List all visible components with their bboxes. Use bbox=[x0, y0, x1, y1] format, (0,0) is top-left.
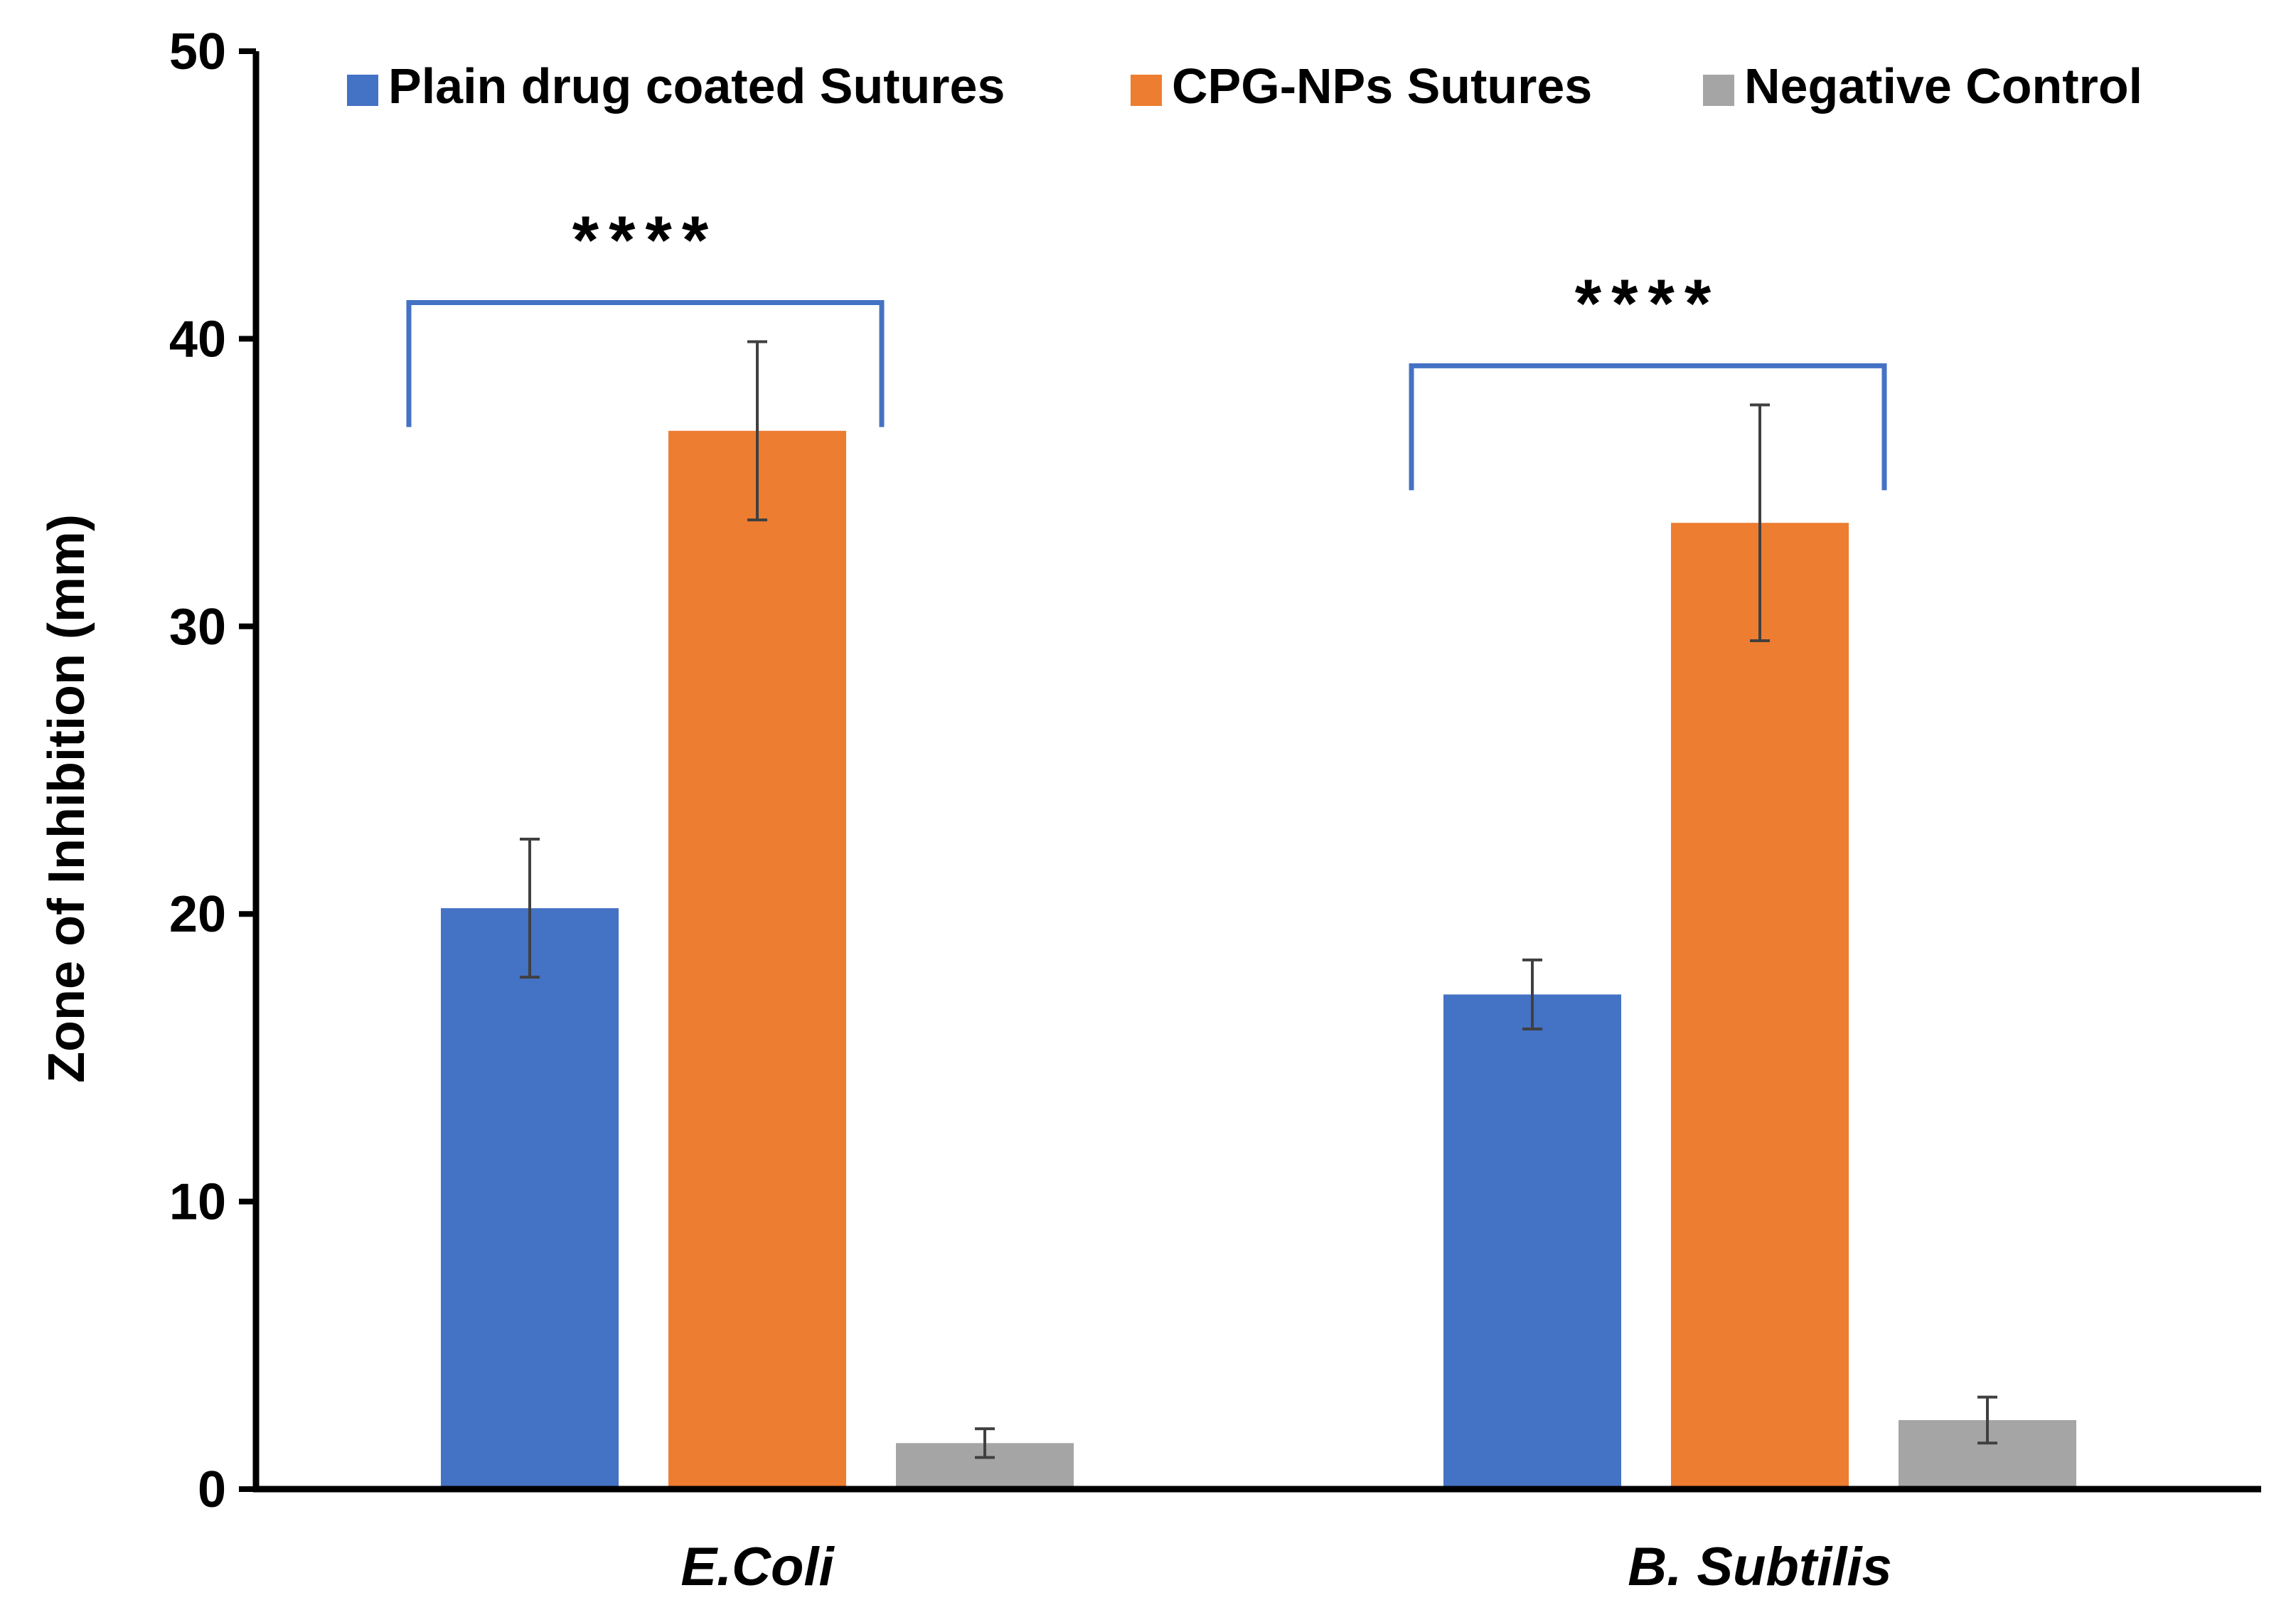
legend-swatch bbox=[1131, 75, 1162, 106]
legend-swatch bbox=[1703, 75, 1734, 106]
error-bars-layer bbox=[520, 340, 1997, 1459]
legend: Plain drug coated Sutures CPG-NPs Sutures… bbox=[347, 58, 2142, 114]
x-tick-label: B. Subtilis bbox=[1628, 1537, 1892, 1597]
y-tick-label: 40 bbox=[169, 311, 226, 368]
bars-layer bbox=[441, 430, 2076, 1489]
significance-bracket bbox=[406, 299, 885, 427]
y-tick-label: 0 bbox=[198, 1461, 226, 1518]
y-tick-label: 20 bbox=[169, 886, 226, 943]
y-tick-label: 10 bbox=[169, 1174, 226, 1231]
legend-swatch bbox=[347, 75, 378, 106]
bar bbox=[1443, 994, 1621, 1489]
bar bbox=[1671, 523, 1849, 1489]
axes-layer: E.Coli B. Subtilis 0 10 20 30 40 50 bbox=[169, 23, 2261, 1597]
significance-stars: **** bbox=[572, 202, 718, 278]
bar bbox=[668, 430, 846, 1489]
y-tick-label: 50 bbox=[169, 23, 226, 80]
significance-layer: **** **** bbox=[406, 202, 1887, 491]
significance-stars: **** bbox=[1575, 265, 1721, 341]
significance-bracket bbox=[1409, 363, 1887, 491]
legend-label: Plain drug coated Sutures bbox=[388, 58, 1005, 114]
legend-label: Negative Control bbox=[1744, 58, 2142, 114]
bar bbox=[441, 908, 619, 1489]
legend-label: CPG-NPs Sutures bbox=[1172, 58, 1592, 114]
y-tick-label: 30 bbox=[169, 599, 226, 656]
y-axis-label: Zone of Inhibition (mm) bbox=[38, 514, 95, 1083]
x-tick-label: E.Coli bbox=[680, 1537, 835, 1597]
